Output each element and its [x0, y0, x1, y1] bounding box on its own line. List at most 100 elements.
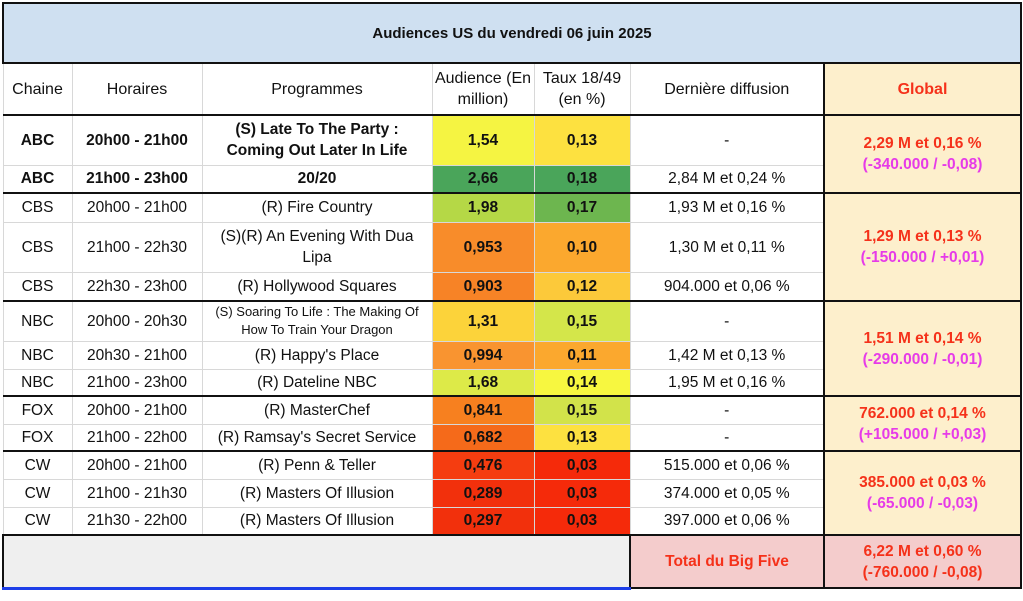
big-five-diff: (-760.000 / -0,08) — [862, 563, 983, 581]
global-cell: 762.000 et 0,14 % (+105.000 / +0,03) — [822, 395, 1023, 452]
taux-cell: 0,18 — [533, 164, 631, 194]
global-diff: (-290.000 / -0,01) — [862, 350, 983, 368]
derniere-diffusion-cell: 1,95 M et 0,16 % — [629, 368, 825, 397]
horaires-cell: 20h00 - 21h00 — [71, 114, 203, 166]
global-cell: 1,29 M et 0,13 % (-150.000 / +0,01) — [822, 192, 1023, 302]
audience-cell: 0,903 — [431, 271, 535, 302]
derniere-diffusion-cell: - — [629, 114, 825, 166]
taux-cell: 0,03 — [533, 506, 631, 536]
derniere-diffusion-cell: - — [629, 395, 825, 425]
horaires-cell: 20h30 - 21h00 — [71, 340, 203, 370]
taux-cell: 0,13 — [533, 423, 631, 452]
horaires-cell: 21h00 - 22h30 — [71, 221, 203, 273]
derniere-diffusion-cell: - — [629, 423, 825, 452]
table-row: FOX 20h00 - 21h00 (R) MasterChef 0,841 0,15-… — [2, 395, 1023, 452]
horaires-cell: 21h00 - 23h00 — [71, 164, 203, 194]
audience-cell: 0,841 — [431, 395, 535, 425]
chaine-cell: NBC — [2, 300, 73, 342]
header-programmes: Programmes — [201, 62, 433, 116]
audience-cell: 0,297 — [431, 506, 535, 536]
global-diff: (-340.000 / -0,08) — [862, 156, 983, 173]
footer-row: Total du Big Five 6,22 M et 0,60 % (-760.0… — [2, 534, 1023, 590]
table-row: ABC 21h00 - 23h00 20/20 2,66 0,18 2,84 M et 0… — [2, 164, 1021, 194]
global-total: 2,29 M et 0,16 % — [863, 135, 982, 152]
footer-total: 6,22 M et 0,60 % (-760.000 / -0,08) — [822, 534, 1023, 589]
chaine-cell: CW — [2, 506, 73, 536]
taux-cell: 0,10 — [533, 221, 631, 273]
horaires-cell: 20h00 - 21h00 — [71, 192, 203, 223]
horaires-cell: 20h00 - 21h00 — [71, 450, 203, 480]
horaires-cell: 21h00 - 22h00 — [71, 423, 203, 452]
audience-cell: 0,476 — [431, 450, 535, 480]
derniere-diffusion-cell: 1,93 M et 0,16 % — [629, 192, 825, 223]
derniere-diffusion-cell: 904.000 et 0,06 % — [629, 271, 825, 302]
horaires-cell: 21h30 - 22h00 — [71, 506, 203, 536]
audience-cell: 1,54 — [431, 114, 535, 166]
table-row: NBC 20h00 - 20h30 (S) Soaring To Life : Th… — [2, 300, 1023, 397]
programme-cell: (R) Penn & Teller — [201, 450, 433, 480]
header-row: Chaine Horaires Programmes Audience (En … — [2, 62, 1023, 116]
programme-cell: (S) Late To The Party : Coming Out Later… — [201, 114, 433, 166]
derniere-diffusion-cell: 374.000 et 0,05 % — [629, 478, 825, 508]
chaine-cell: NBC — [2, 340, 73, 370]
table-title: Audiences US du vendredi 06 juin 2025 — [1, 2, 1023, 64]
global-diff: (+105.000 / +0,03) — [858, 425, 987, 443]
audience-table: Audiences US du vendredi 06 juin 2025 Ch… — [1, 2, 1023, 590]
chaine-cell: CBS — [2, 271, 73, 302]
derniere-diffusion-cell: 2,84 M et 0,24 % — [629, 164, 825, 194]
taux-cell: 0,15 — [533, 395, 631, 425]
taux-cell: 0,11 — [533, 340, 631, 370]
horaires-cell: 22h30 - 23h00 — [71, 271, 203, 302]
derniere-diffusion-cell: - — [629, 300, 825, 342]
table-row: CBS 22h30 - 23h00 (R) Hollywood Squares 0,9… — [2, 271, 1021, 302]
taux-cell: 0,17 — [533, 192, 631, 223]
header-derniere: Dernière diffusion — [629, 62, 825, 116]
chaine-cell: FOX — [2, 395, 73, 425]
programme-cell: (R) Masters Of Illusion — [201, 506, 433, 536]
audience-cell: 0,682 — [431, 423, 535, 452]
audience-cell: 0,289 — [431, 478, 535, 508]
taux-cell: 0,13 — [533, 114, 631, 166]
table-row: CW 20h00 - 21h00 (R) Penn & Teller 0,476 0,0… — [2, 450, 1023, 536]
derniere-diffusion-cell: 1,42 M et 0,13 % — [629, 340, 825, 370]
header-chaine: Chaine — [2, 62, 73, 116]
footer-empty — [2, 534, 631, 590]
taux-cell: 0,03 — [533, 478, 631, 508]
audience-table-container: Audiences US du vendredi 06 juin 2025 Ch… — [1, 2, 1023, 590]
audience-cell: 2,66 — [431, 164, 535, 194]
horaires-cell: 20h00 - 21h00 — [71, 395, 203, 425]
audience-cell: 0,994 — [431, 340, 535, 370]
chaine-cell: NBC — [2, 368, 73, 397]
table-row: ABC 20h00 - 21h00 (S) Late To The Party : … — [2, 114, 1023, 194]
taux-cell: 0,12 — [533, 271, 631, 302]
header-horaires: Horaires — [71, 62, 203, 116]
header-taux: Taux 18/49 (en %) — [533, 62, 631, 116]
programme-cell: (R) Ramsay's Secret Service — [201, 423, 433, 452]
programme-cell: (R) Masters Of Illusion — [201, 478, 433, 508]
programme-cell: (S) Soaring To Life : The Making Of How … — [201, 300, 433, 342]
table-row: FOX 21h00 - 22h00 (R) Ramsay's Secret Serv… — [2, 423, 1021, 452]
audience-cell: 1,31 — [431, 300, 535, 342]
table-row: NBC 21h00 - 23h00 (R) Dateline NBC 1,68 0,14… — [2, 368, 1021, 397]
taux-cell: 0,15 — [533, 300, 631, 342]
programme-cell: (R) Fire Country — [201, 192, 433, 223]
programme-cell: (S)(R) An Evening With Dua Lipa — [201, 221, 433, 273]
footer-label: Total du Big Five — [629, 534, 825, 589]
derniere-diffusion-cell: 397.000 et 0,06 % — [629, 506, 825, 536]
global-cell: 385.000 et 0,03 % (-65.000 / -0,03) — [822, 450, 1023, 536]
header-global: Global — [822, 62, 1023, 116]
table-row: NBC 20h30 - 21h00 (R) Happy's Place 0,994 0,… — [2, 340, 1021, 370]
header-audience: Audience (En million) — [431, 62, 535, 116]
taux-cell: 0,14 — [533, 368, 631, 397]
horaires-cell: 21h00 - 23h00 — [71, 368, 203, 397]
audience-cell: 1,68 — [431, 368, 535, 397]
programme-cell: (R) Happy's Place — [201, 340, 433, 370]
global-cell: 2,29 M et 0,16 % (-340.000 / -0,08) — [822, 114, 1023, 194]
programme-cell: (R) Dateline NBC — [201, 368, 433, 397]
chaine-cell: CW — [2, 478, 73, 508]
derniere-diffusion-cell: 1,30 M et 0,11 % — [629, 221, 825, 273]
chaine-cell: CW — [2, 450, 73, 480]
chaine-cell: ABC — [2, 164, 73, 194]
chaine-cell: FOX — [2, 423, 73, 452]
audience-cell: 1,98 — [431, 192, 535, 223]
